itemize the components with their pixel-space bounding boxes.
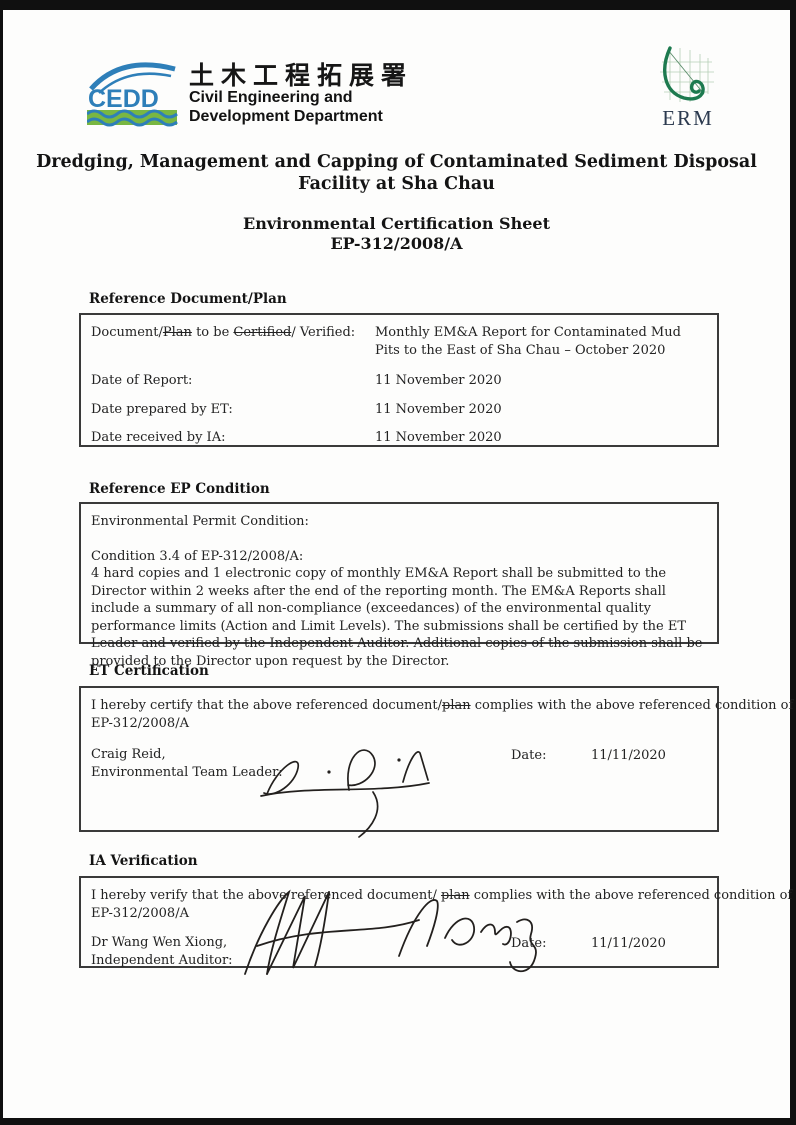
- struck-word-plan: Plan: [162, 325, 192, 340]
- et-signature-row: Craig Reid, Environmental Team Leader:: [91, 746, 707, 838]
- section-heading-ia-verification: IA Verification: [89, 853, 198, 869]
- et-signature: [260, 749, 430, 838]
- section-heading-ep-condition: Reference EP Condition: [89, 481, 270, 497]
- ia-statement-line2: EP-312/2008/A: [91, 905, 189, 921]
- date-prepared-label: Date prepared by ET:: [91, 401, 233, 417]
- subtitle-line1: Environmental Certification Sheet: [243, 214, 550, 233]
- ep-condition-title: Condition 3.4 of EP-312/2008/A:: [91, 548, 304, 564]
- document-title: Dredging, Management and Capping of Cont…: [3, 151, 790, 195]
- date-prepared-value: 11 November 2020: [375, 401, 502, 417]
- date-of-report-value: 11 November 2020: [375, 373, 502, 388]
- ia-signatory-name: Dr Wang Wen Xiong,: [91, 935, 228, 950]
- et-date-label: Date:: [511, 748, 547, 763]
- document-verified-label: Document/Plan to be Certified/ Verified:: [91, 325, 356, 340]
- cedd-acronym-text: CEDD: [88, 85, 159, 113]
- section-heading-et-certification: ET Certification: [89, 663, 209, 679]
- document-subtitle: Environmental Certification Sheet EP-312…: [3, 214, 790, 254]
- date-prepared-row: Date prepared by ET: 11 November 2020: [91, 401, 707, 419]
- ia-date-value: 11/11/2020: [591, 936, 666, 951]
- ia-statement-line1: I hereby verify that the above reference…: [91, 888, 793, 903]
- reference-document-box: Document/Plan to be Certified/ Verified:…: [79, 313, 719, 447]
- struck-word-certified: Certified: [233, 325, 292, 340]
- ia-date-label: Date:: [511, 936, 547, 951]
- document-verified-value: Monthly EM&A Report for Contaminated Mud…: [375, 325, 681, 358]
- ep-condition-body: 4 hard copies and 1 electronic copy of m…: [91, 566, 703, 669]
- ia-signatory: Dr Wang Wen Xiong, Independent Auditor:: [91, 934, 707, 970]
- document-verified-row: Document/Plan to be Certified/ Verified:…: [91, 324, 707, 359]
- date-of-report-label: Date of Report:: [91, 373, 193, 388]
- cedd-english-line2: Development Department: [189, 108, 383, 125]
- erm-wordmark: ERM: [662, 106, 714, 130]
- date-received-value: 11 November 2020: [375, 430, 502, 445]
- cedd-english-line1: Civil Engineering and: [189, 89, 353, 106]
- document-title-line2: Facility at Sha Chau: [298, 174, 495, 194]
- ep-condition-intro: Environmental Permit Condition:: [91, 514, 309, 529]
- et-statement-line1: I hereby certify that the above referenc…: [91, 698, 794, 713]
- date-received-label: Date received by IA:: [91, 430, 226, 445]
- ia-verification-box: I hereby verify that the above reference…: [79, 876, 793, 975]
- et-certification-box: I hereby certify that the above referenc…: [79, 686, 794, 838]
- erm-logo: ERM: [643, 46, 733, 131]
- et-statement-line2: EP-312/2008/A: [91, 715, 189, 731]
- et-signatory: Craig Reid, Environmental Team Leader:: [91, 746, 707, 782]
- erm-leaf-icon: [660, 46, 714, 102]
- et-signatory-title: Environmental Team Leader:: [91, 765, 283, 780]
- ia-signature: [244, 889, 537, 975]
- struck-word-plan: plan: [440, 888, 470, 903]
- date-received-row: Date received by IA: 11 November 2020: [91, 429, 707, 447]
- struck-word-plan: plan: [442, 698, 471, 713]
- cedd-chinese-name: 土木工程拓展署: [189, 61, 414, 90]
- document-title-line1: Dredging, Management and Capping of Cont…: [36, 152, 757, 172]
- ia-signatory-title: Independent Auditor:: [91, 953, 233, 968]
- cedd-logo-icon: CEDD: [86, 53, 179, 135]
- date-of-report-row: Date of Report: 11 November 2020: [91, 372, 707, 390]
- ia-signature-row: Dr Wang Wen Xiong, Independent Auditor:: [91, 889, 707, 975]
- cedd-english-name: Civil Engineering and Development Depart…: [189, 88, 383, 126]
- ep-condition-box: Environmental Permit Condition: Conditio…: [79, 502, 719, 669]
- et-date-value: 11/11/2020: [591, 748, 666, 763]
- section-heading-reference-document: Reference Document/Plan: [89, 291, 287, 307]
- subtitle-line2: EP-312/2008/A: [330, 234, 463, 253]
- et-signatory-name: Craig Reid,: [91, 747, 166, 762]
- document-page: CEDD 土木工程拓展署 Civil Engineering and Devel…: [3, 10, 794, 1118]
